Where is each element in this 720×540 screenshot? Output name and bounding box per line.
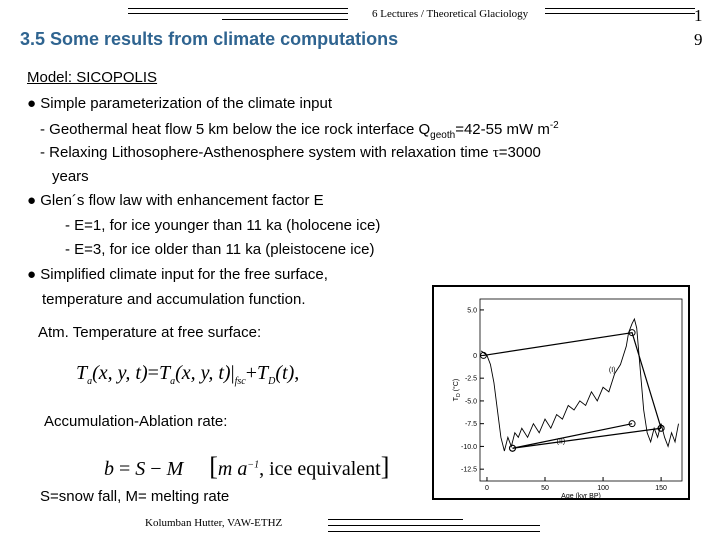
y-tick-label: 5.0 <box>467 307 477 314</box>
reference-point <box>479 351 487 359</box>
bullet: ● Simple parameterization of the climate… <box>27 95 333 112</box>
text-line: temperature and accumulation function. <box>42 291 306 308</box>
text-line: - Relaxing Lithosophere-Asthenosphere sy… <box>40 144 541 162</box>
text-line: - E=3, for ice older than 11 ka (pleisto… <box>65 241 375 258</box>
x-tick-label: 150 <box>655 485 667 492</box>
plot-area <box>479 298 683 482</box>
text: - Relaxing Lithosophere-Asthenosphere sy… <box>40 144 493 161</box>
y-tick-label: -10.0 <box>461 444 477 451</box>
reference-point <box>628 420 636 428</box>
symbol: T <box>257 362 269 384</box>
y-tick-label: -5.0 <box>465 398 477 405</box>
figure-frame <box>432 285 690 500</box>
x-tick-label: 50 <box>541 485 549 492</box>
text-line: years <box>52 168 89 185</box>
running-title: 6 Lectures / Theoretical Glaciology <box>372 8 529 20</box>
formula: Ta(x, y, t)=Ta(x, y, t)|fsc+TD(t), <box>76 362 300 387</box>
figure: 5.0 0 -2.5 -5.0 -7.5 -10.0 -12.5 0 50 100 150 Age (… <box>432 285 690 500</box>
operator: , <box>294 362 300 384</box>
subscript: a <box>170 376 176 387</box>
y-tick-label: -12.5 <box>461 467 477 474</box>
superscript: −1 <box>247 459 260 471</box>
rule <box>128 13 348 14</box>
rule <box>328 531 540 532</box>
text: - Geothermal heat flow 5 km below the ic… <box>40 121 431 138</box>
symbol: b <box>104 458 114 480</box>
y-tick-label: -2.5 <box>465 376 477 383</box>
subscript: fsc <box>234 376 246 387</box>
footer: Kolumban Hutter, VAW-ETHZ <box>145 517 283 529</box>
superscript: -2 <box>549 120 559 131</box>
symbol: M <box>166 458 184 480</box>
symbol: (x, y, t) <box>92 362 148 384</box>
symbol: m a <box>217 458 248 480</box>
symbol: T <box>76 362 88 384</box>
rule <box>545 8 695 9</box>
reference-line <box>483 331 662 429</box>
text-line: - Geothermal heat flow 5 km below the ic… <box>40 120 559 141</box>
reference-line <box>512 423 633 449</box>
subscript: geoth <box>430 130 456 141</box>
x-axis-label: Age (kyr BP) <box>561 493 601 500</box>
model: Model: SICOPOLIS <box>27 69 158 86</box>
temperature-curve <box>480 317 679 452</box>
rule <box>545 13 695 14</box>
subscript: D <box>268 376 276 387</box>
reference-line <box>512 427 662 449</box>
slide-number: 1 <box>694 6 703 25</box>
text: , ice equivalent <box>259 458 381 480</box>
operator: = <box>119 458 131 480</box>
text-line: - E=1, for ice younger than 11 ka (holoc… <box>65 217 381 234</box>
rule <box>222 19 348 20</box>
formula: b = S − M [m a−1, ice equivalent] <box>104 452 390 481</box>
annotation: (I) <box>609 367 616 374</box>
symbol: T <box>158 362 171 384</box>
y-tick-label: -7.5 <box>465 421 477 428</box>
rule <box>328 519 463 520</box>
y-label-main: T <box>453 396 460 401</box>
rule <box>328 525 540 526</box>
x-tick-label: 0 <box>485 485 489 492</box>
label: S=snow fall, M= melting rate <box>40 488 230 505</box>
operator: = <box>147 362 159 384</box>
rule <box>128 8 348 9</box>
label: Accumulation-Ablation rate: <box>44 413 228 430</box>
reference-point <box>657 424 665 432</box>
annotation: (II) <box>557 439 566 446</box>
y-tick-label: 0 <box>473 353 477 360</box>
text: =3000 <box>498 144 541 161</box>
reference-point <box>628 329 636 337</box>
symbol: (x, y, t) <box>175 362 231 384</box>
symbol: τ <box>492 145 499 161</box>
slide-number: 9 <box>694 30 703 49</box>
y-label-unit: (°C) <box>452 379 460 393</box>
subscript: a <box>87 376 93 387</box>
x-tick-label: 100 <box>597 485 609 492</box>
reference-point <box>509 444 517 452</box>
y-axis-label: TD (°C) <box>452 379 462 401</box>
operator: − <box>150 458 162 480</box>
symbol: S <box>135 458 146 480</box>
bullet: ● Simplified climate input for the free … <box>27 266 328 283</box>
symbol: (t) <box>275 362 295 384</box>
bullet: ● Glen´s flow law with enhancement facto… <box>27 192 324 209</box>
operator: + <box>245 362 257 384</box>
slide-title: 3.5 Some results from climate computatio… <box>20 29 399 49</box>
y-label-sub: D <box>456 393 462 397</box>
label: Atm. Temperature at free surface: <box>38 324 262 341</box>
text: =42-55 mW m <box>455 121 550 138</box>
